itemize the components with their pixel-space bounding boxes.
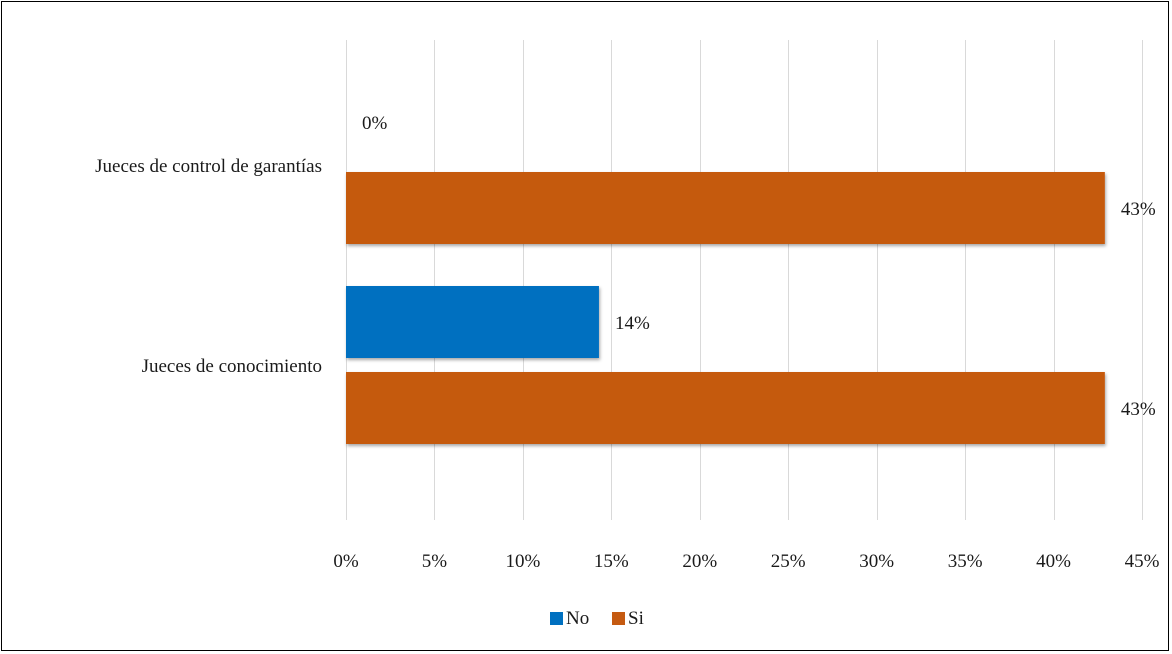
data-label-si-1: 43%	[1121, 399, 1156, 420]
x-tick-label-7: 35%	[948, 551, 983, 572]
data-label-no-1: 14%	[615, 313, 650, 334]
x-axis-ticks: 0% 5% 10% 15% 20% 25% 30% 35% 40% 45%	[333, 551, 1159, 572]
gridlines	[346, 40, 1143, 520]
x-tick-label-0: 0%	[333, 551, 359, 572]
legend-swatch-si	[612, 612, 625, 625]
category-labels: Jueces de control de garantías Jueces de …	[95, 156, 322, 377]
x-tick-label-5: 25%	[771, 551, 806, 572]
bars	[346, 172, 1105, 444]
data-labels: 0% 43% 14% 43%	[362, 113, 1156, 420]
x-tick-label-8: 40%	[1036, 551, 1071, 572]
legend: No Si	[550, 608, 644, 629]
bar-no-1	[346, 286, 599, 358]
x-tick-label-4: 20%	[682, 551, 717, 572]
data-label-no-0: 0%	[362, 113, 388, 134]
category-label-1: Jueces de conocimiento	[142, 356, 322, 377]
legend-label-no: No	[566, 608, 589, 629]
x-tick-label-3: 15%	[594, 551, 629, 572]
data-label-si-0: 43%	[1121, 199, 1156, 220]
x-tick-label-1: 5%	[422, 551, 448, 572]
legend-label-si: Si	[628, 608, 644, 629]
x-tick-label-2: 10%	[505, 551, 540, 572]
legend-swatch-no	[550, 612, 563, 625]
x-tick-label-6: 30%	[859, 551, 894, 572]
category-label-0: Jueces de control de garantías	[95, 156, 322, 177]
bar-si-1	[346, 372, 1105, 444]
bar-si-0	[346, 172, 1105, 244]
x-tick-label-9: 45%	[1125, 551, 1160, 572]
